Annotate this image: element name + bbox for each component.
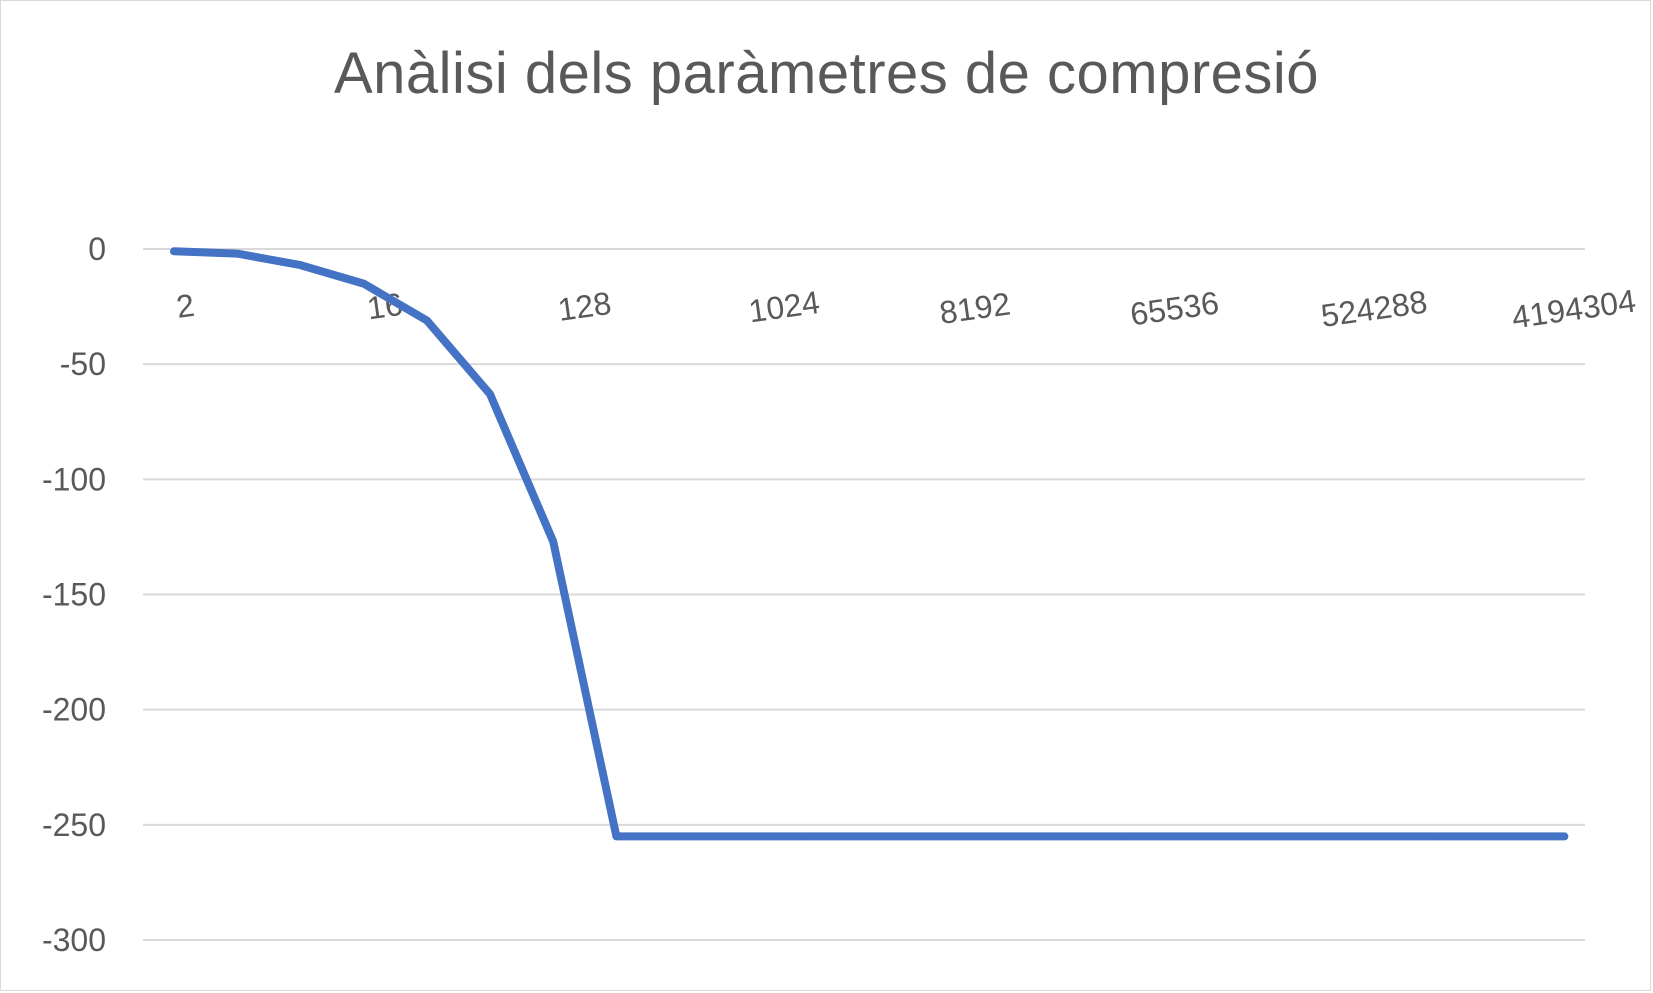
series-line bbox=[170, 247, 1569, 841]
data-point bbox=[361, 281, 366, 286]
data-point bbox=[1436, 834, 1440, 839]
y-tick-label: 0 bbox=[88, 231, 106, 267]
data-point bbox=[1056, 834, 1061, 839]
x-tick-label: 2 bbox=[174, 287, 197, 325]
data-point bbox=[298, 263, 303, 268]
x-tick-label: 8192 bbox=[937, 285, 1013, 331]
x-tick-label: 128 bbox=[556, 285, 614, 328]
data-point bbox=[1246, 834, 1251, 839]
y-tick-label: -200 bbox=[42, 692, 106, 728]
y-axis-ticks: 0 -50 -100 -150 -200 -250 -300 bbox=[42, 231, 106, 958]
data-point bbox=[488, 392, 492, 397]
data-point bbox=[424, 318, 429, 323]
data-point bbox=[1372, 834, 1377, 839]
chart-title: Anàlisi dels paràmetres de compresió bbox=[333, 41, 1320, 106]
gridlines bbox=[143, 248, 1585, 941]
data-point bbox=[993, 834, 998, 839]
data-point bbox=[930, 834, 935, 839]
data-point bbox=[235, 251, 240, 256]
series-layer bbox=[170, 247, 1569, 841]
x-tick-label: 4194304 bbox=[1510, 282, 1638, 335]
data-point bbox=[740, 834, 745, 839]
data-point bbox=[1309, 834, 1314, 839]
x-tick-label: 65536 bbox=[1128, 284, 1221, 332]
y-tick-label: -100 bbox=[42, 461, 106, 497]
data-point bbox=[677, 834, 682, 839]
data-point bbox=[804, 834, 808, 839]
data-point bbox=[551, 539, 556, 544]
data-point bbox=[1120, 834, 1124, 839]
data-point bbox=[1183, 834, 1188, 839]
y-tick-label: -300 bbox=[42, 922, 106, 958]
y-tick-label: -150 bbox=[42, 577, 106, 613]
x-tick-label: 1024 bbox=[746, 284, 822, 330]
data-point bbox=[614, 834, 619, 839]
data-point bbox=[172, 249, 176, 254]
y-tick-label: -50 bbox=[60, 346, 106, 382]
x-tick-label: 524288 bbox=[1319, 283, 1430, 334]
data-point bbox=[1499, 834, 1504, 839]
data-point bbox=[867, 834, 872, 839]
data-point bbox=[1562, 834, 1567, 839]
x-axis-ticks: 2 16 128 1024 8192 65536 524288 4194304 bbox=[174, 282, 1638, 335]
y-tick-label: -250 bbox=[42, 807, 106, 843]
